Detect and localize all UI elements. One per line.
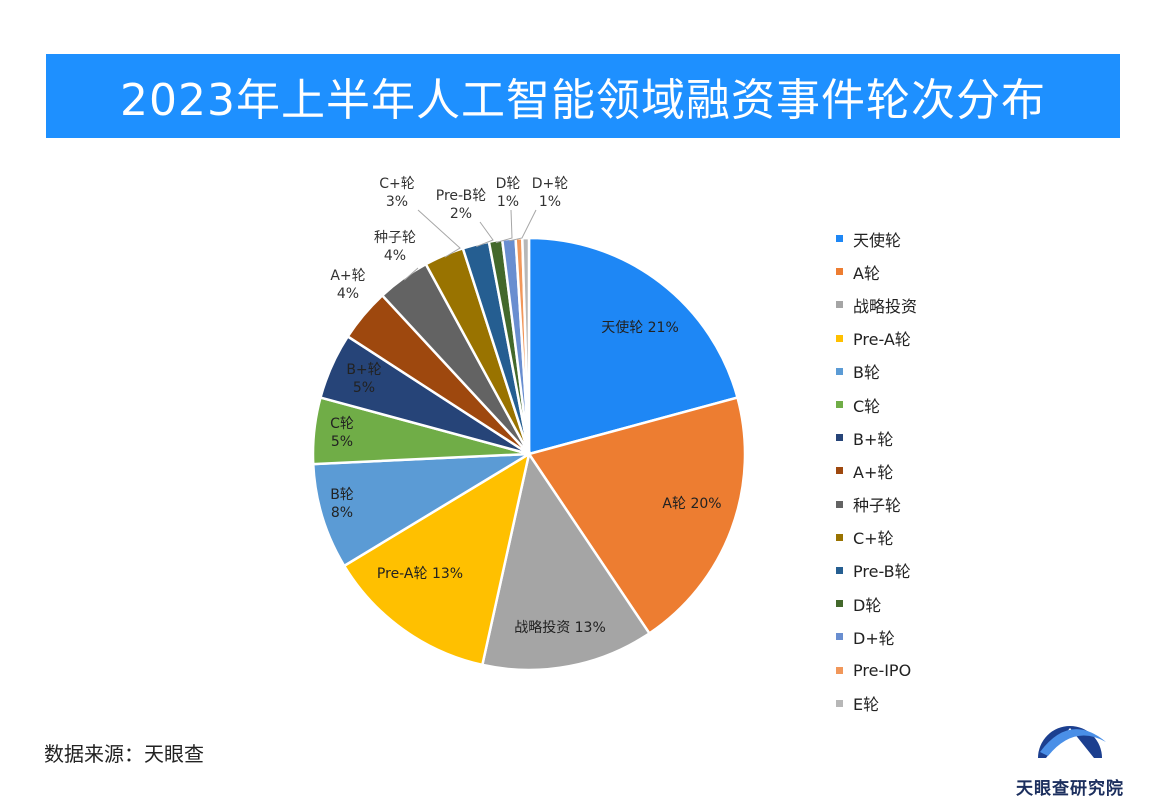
- legend: 天使轮 A轮战略投资 Pre-A轮 B轮 C轮 B+轮 A+轮种子轮 C+轮 Pre-B轮 D轮 D…: [836, 222, 917, 720]
- legend-item: 种子轮: [836, 488, 917, 521]
- legend-swatch: [836, 633, 843, 641]
- legend-label: Pre-IPO: [853, 660, 912, 680]
- data-label: A+轮 4%: [330, 268, 365, 302]
- legend-swatch: [836, 600, 843, 608]
- legend-item: E轮: [836, 687, 917, 720]
- legend-swatch: [836, 401, 843, 409]
- data-label: Pre-A轮 13%: [377, 566, 463, 582]
- legend-item: D+轮: [836, 620, 917, 653]
- legend-swatch: [836, 301, 843, 309]
- data-label: C+轮 3%: [379, 176, 415, 210]
- legend-label: B轮: [853, 363, 880, 383]
- logo-text: 天眼查研究院: [1016, 779, 1124, 799]
- data-label: 战略投资 13%: [514, 620, 606, 636]
- legend-item: B轮: [836, 355, 917, 388]
- leader-line: [403, 267, 419, 281]
- legend-label: A+轮: [853, 462, 894, 482]
- legend-label: Pre-A轮: [853, 330, 911, 350]
- data-label: D轮 1%: [496, 176, 521, 210]
- title-bar: 2023年上半年人工智能领域融资事件轮次分布: [46, 54, 1120, 138]
- legend-label: 天使轮: [853, 230, 902, 250]
- legend-item: A+轮: [836, 454, 917, 487]
- data-label: B轮 8%: [330, 487, 354, 521]
- legend-label: D+轮: [853, 628, 895, 648]
- legend-label: 战略投资: [853, 296, 918, 316]
- data-source: 数据来源：天眼查: [44, 742, 204, 766]
- leader-line: [495, 209, 513, 244]
- logo: 天眼查研究院: [1010, 706, 1130, 799]
- legend-swatch: [836, 666, 843, 674]
- leader-line: [417, 209, 461, 258]
- legend-label: B+轮: [853, 429, 894, 449]
- legend-swatch: [836, 268, 843, 276]
- logo-icon: [1038, 726, 1106, 758]
- legend-item: B+轮: [836, 421, 917, 454]
- legend-label: C+轮: [853, 529, 894, 549]
- legend-swatch: [836, 334, 843, 342]
- legend-item: D轮: [836, 587, 917, 620]
- pie-slice: [527, 236, 740, 456]
- legend-item: A轮: [836, 255, 917, 288]
- legend-item: Pre-A轮: [836, 322, 917, 355]
- data-label: A轮 20%: [662, 496, 721, 512]
- leader-line: [476, 221, 494, 248]
- legend-swatch: [836, 434, 843, 442]
- pie-slice: [342, 451, 531, 667]
- pie-slice: [480, 450, 652, 672]
- legend-swatch: [836, 533, 843, 541]
- legend-swatch: [836, 235, 843, 243]
- legend-label: E轮: [853, 695, 880, 715]
- legend-swatch: [836, 699, 843, 707]
- legend-item: Pre-B轮: [836, 554, 917, 587]
- data-label: D+轮 1%: [532, 176, 569, 210]
- data-label: C轮 5%: [330, 416, 354, 450]
- legend-item: 战略投资: [836, 288, 917, 321]
- legend-swatch: [836, 367, 843, 375]
- legend-label: A轮: [853, 263, 880, 283]
- legend-label: 种子轮: [853, 496, 902, 516]
- legend-item: 天使轮: [836, 222, 917, 255]
- legend-swatch: [836, 500, 843, 508]
- leader-line: [508, 209, 537, 242]
- legend-swatch: [836, 467, 843, 475]
- data-label: B+轮 5%: [346, 362, 381, 396]
- legend-item: C轮: [836, 388, 917, 421]
- data-label: 天使轮 21%: [601, 319, 679, 336]
- pie-slice: [311, 452, 530, 568]
- data-label: 种子轮 4%: [374, 230, 416, 264]
- legend-swatch: [836, 566, 843, 574]
- legend-item: C+轮: [836, 521, 917, 554]
- data-label: Pre-B轮 2%: [436, 188, 486, 222]
- legend-item: Pre-IPO: [836, 653, 917, 686]
- legend-label: Pre-B轮: [853, 562, 911, 582]
- pie-slice: [526, 396, 747, 636]
- chart-title: 2023年上半年人工智能领域融资事件轮次分布: [120, 75, 1046, 126]
- legend-label: D轮: [853, 595, 882, 615]
- legend-label: C轮: [853, 396, 881, 416]
